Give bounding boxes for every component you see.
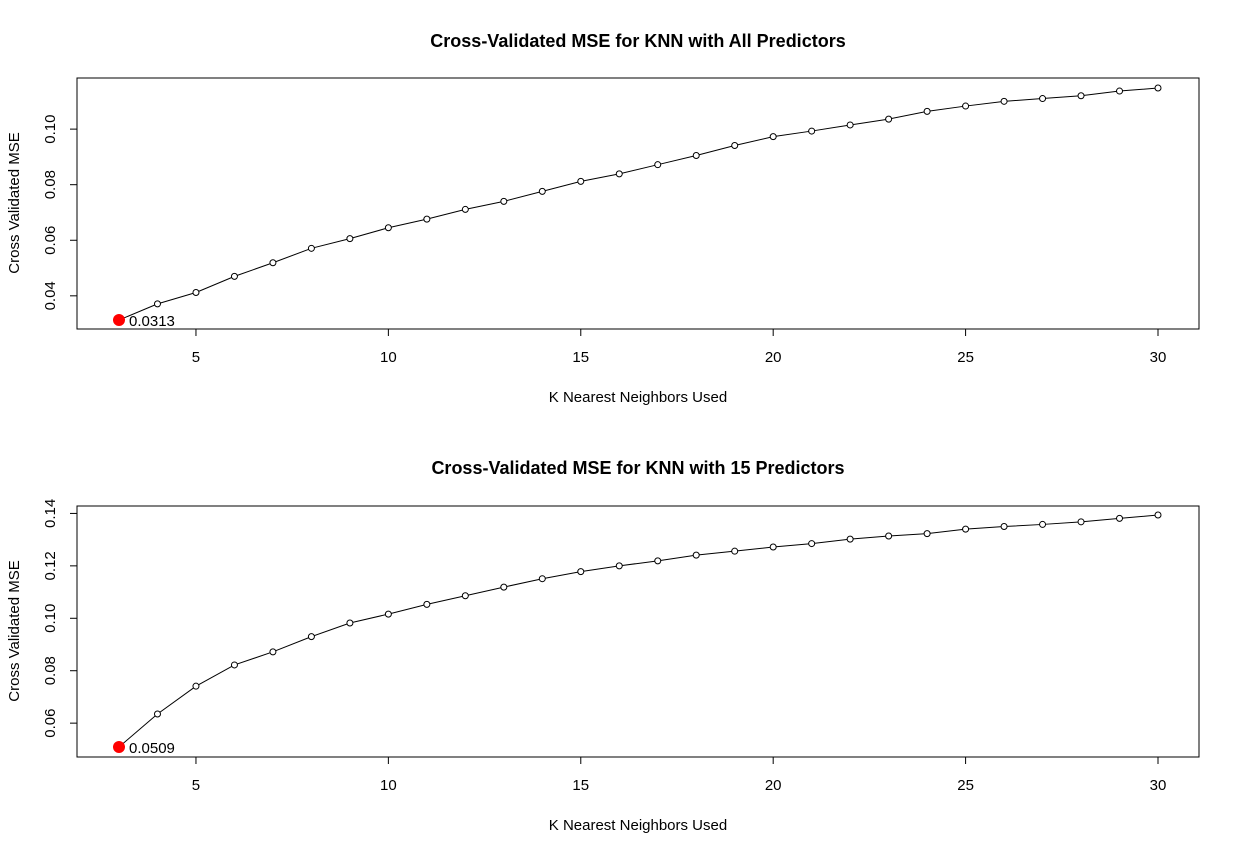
data-point <box>153 300 161 308</box>
plot-frame <box>76 77 1200 330</box>
x-axis-label: K Nearest Neighbors Used <box>549 389 727 406</box>
data-point <box>577 568 585 576</box>
data-point <box>461 592 469 600</box>
series-points <box>115 84 1162 324</box>
data-point <box>384 224 392 232</box>
data-point <box>423 600 431 608</box>
data-point <box>1116 87 1124 95</box>
data-point <box>1077 518 1085 526</box>
x-tick-label: 10 <box>380 777 397 794</box>
y-tick-label: 0.14 <box>42 499 59 528</box>
data-point <box>923 530 931 538</box>
data-point <box>846 535 854 543</box>
y-tick-label: 0.08 <box>42 656 59 685</box>
series-points <box>115 511 1162 751</box>
y-tick-label: 0.04 <box>42 281 59 310</box>
x-tick-label: 5 <box>192 777 200 794</box>
min-highlight-point <box>113 314 125 326</box>
y-tick-label: 0.10 <box>42 115 59 144</box>
chart-panel-15-predictors: Cross-Validated MSE for KNN with 15 Pred… <box>6 458 1200 834</box>
x-tick-label: 5 <box>192 349 200 366</box>
data-point <box>1154 84 1162 92</box>
min-value-label: 0.0509 <box>129 740 175 757</box>
data-point <box>307 633 315 641</box>
data-point <box>1154 511 1162 519</box>
x-tick-label: 15 <box>572 777 589 794</box>
data-point <box>346 619 354 627</box>
chart-title: Cross-Validated MSE for KNN with All Pre… <box>430 31 845 51</box>
data-point <box>1039 520 1047 528</box>
data-point <box>423 215 431 223</box>
plot-frame <box>76 505 1200 758</box>
data-point <box>692 152 700 160</box>
y-axis: 0.06 0.08 0.10 0.12 0.14 <box>42 499 77 738</box>
data-point <box>769 543 777 551</box>
x-tick-label: 30 <box>1150 777 1167 794</box>
data-point <box>654 161 662 169</box>
data-point <box>962 102 970 110</box>
y-tick-label: 0.06 <box>42 709 59 738</box>
y-axis-label: Cross Validated MSE <box>6 560 23 701</box>
series-line <box>118 514 1159 748</box>
x-tick-label: 30 <box>1150 349 1167 366</box>
data-point <box>538 187 546 195</box>
data-point <box>615 562 623 570</box>
data-point <box>808 540 816 548</box>
data-point <box>577 177 585 185</box>
x-axis: 5 10 15 20 25 30 <box>192 757 1167 794</box>
data-point <box>654 557 662 565</box>
y-axis: 0.04 0.06 0.08 0.10 <box>42 115 77 310</box>
y-tick-label: 0.10 <box>42 604 59 633</box>
data-point <box>615 170 623 178</box>
data-point <box>769 133 777 141</box>
data-point <box>307 244 315 252</box>
x-tick-label: 20 <box>765 777 782 794</box>
x-tick-label: 15 <box>572 349 589 366</box>
series-line <box>118 87 1159 321</box>
data-point <box>346 235 354 243</box>
data-point <box>1000 97 1008 105</box>
data-point <box>192 288 200 296</box>
chart-panel-all-predictors: Cross-Validated MSE for KNN with All Pre… <box>6 31 1200 406</box>
data-point <box>1077 92 1085 100</box>
x-tick-label: 25 <box>957 777 974 794</box>
y-tick-label: 0.12 <box>42 551 59 580</box>
data-point <box>153 710 161 718</box>
y-axis-label: Cross Validated MSE <box>6 132 23 273</box>
y-tick-label: 0.06 <box>42 226 59 255</box>
data-point <box>885 532 893 540</box>
data-point <box>500 197 508 205</box>
data-point <box>846 121 854 129</box>
data-point <box>192 682 200 690</box>
data-point <box>230 272 238 280</box>
data-point <box>500 583 508 591</box>
data-point <box>1039 95 1047 103</box>
data-point <box>384 610 392 618</box>
x-tick-label: 10 <box>380 349 397 366</box>
data-point <box>808 127 816 135</box>
data-point <box>1000 523 1008 531</box>
min-value-label: 0.0313 <box>129 313 175 330</box>
chart-title: Cross-Validated MSE for KNN with 15 Pred… <box>431 458 844 478</box>
data-point <box>1116 514 1124 522</box>
data-point <box>269 259 277 267</box>
data-point <box>230 661 238 669</box>
x-axis-label: K Nearest Neighbors Used <box>549 817 727 834</box>
data-point <box>731 142 739 150</box>
data-point <box>731 547 739 555</box>
x-axis: 5 10 15 20 25 30 <box>192 329 1167 366</box>
y-tick-label: 0.08 <box>42 170 59 199</box>
min-highlight-point <box>113 741 125 753</box>
data-point <box>461 205 469 213</box>
x-tick-label: 25 <box>957 349 974 366</box>
data-point <box>962 525 970 533</box>
data-point <box>538 575 546 583</box>
data-point <box>269 648 277 656</box>
data-point <box>923 107 931 115</box>
data-point <box>692 551 700 559</box>
data-point <box>885 115 893 123</box>
x-tick-label: 20 <box>765 349 782 366</box>
